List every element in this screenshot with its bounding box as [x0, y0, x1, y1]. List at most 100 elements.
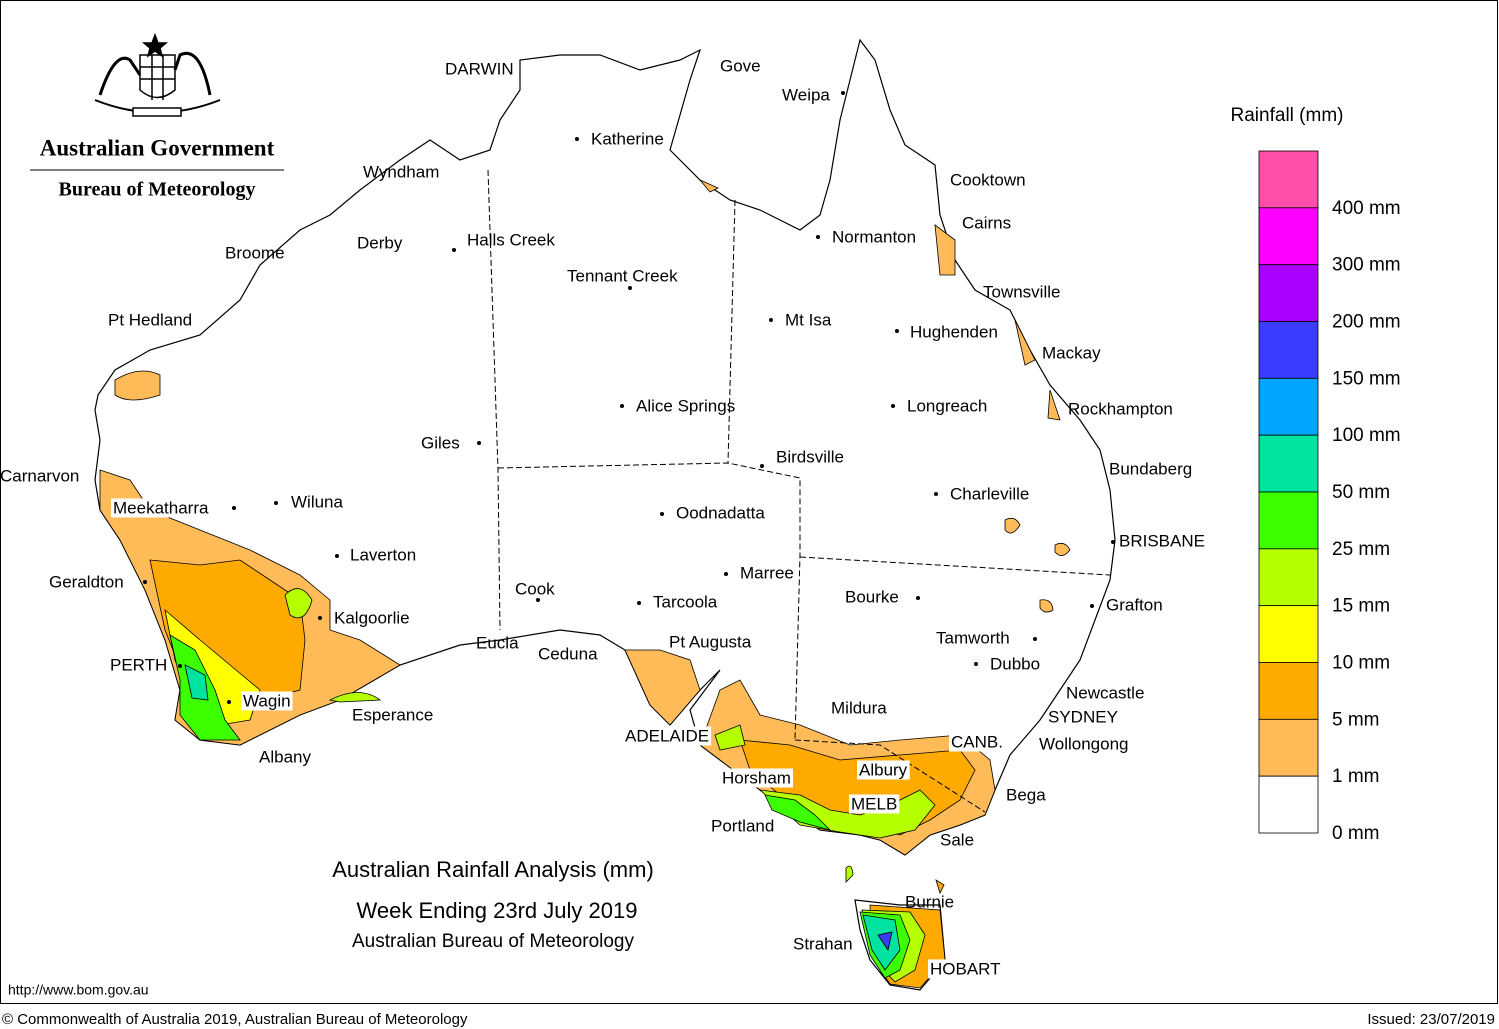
place-label: BRISBANE	[1119, 531, 1205, 550]
label-backing	[623, 726, 712, 746]
place-label: Wiluna	[291, 492, 344, 511]
legend: 400 mm 300 mm 200 mm 150 mm 100 mm 50 mm 25 mm…	[1258, 150, 1401, 844]
place-label: Cook	[515, 579, 555, 598]
map-subtitle: Week Ending 23rd July 2019	[357, 898, 638, 923]
state-borders	[487, 169, 1111, 813]
legend-title: Rainfall (mm)	[1231, 105, 1344, 126]
place-label: Tennant Creek	[567, 266, 678, 285]
place-label: Burnie	[905, 892, 954, 911]
legend-swatch	[1258, 321, 1319, 379]
place-label: Marree	[740, 563, 794, 582]
place-label: Mackay	[1042, 343, 1101, 362]
place-label: Cooktown	[950, 170, 1026, 189]
legend-label: 25 mm	[1332, 539, 1390, 560]
place-dot	[724, 572, 728, 576]
place-dot	[477, 441, 481, 445]
legend-swatch	[1258, 377, 1319, 436]
place-label: Derby	[357, 233, 403, 252]
legend-swatch	[1258, 605, 1319, 663]
place-label: Townsville	[983, 282, 1060, 301]
place-label: Horsham	[722, 768, 791, 787]
place-label: Mildura	[831, 698, 887, 717]
place-label: CANB.	[951, 732, 1003, 751]
legend-swatch	[1258, 548, 1319, 607]
place-label: Tamworth	[936, 628, 1010, 647]
url: http://www.bom.gov.au	[8, 982, 149, 998]
label-backing	[720, 768, 793, 788]
place-dot	[974, 662, 978, 666]
place-label: PERTH	[110, 655, 167, 674]
place-label: Wollongong	[1039, 734, 1128, 753]
legend-swatch	[1258, 264, 1319, 322]
place-dot	[841, 91, 845, 95]
place-label: Esperance	[352, 705, 433, 724]
legend-label: 100 mm	[1332, 425, 1401, 446]
legend-swatch	[1258, 491, 1319, 550]
place-label: Pt Augusta	[669, 632, 752, 651]
legend-swatch	[1258, 150, 1319, 209]
place-dot	[637, 601, 641, 605]
place-dot	[274, 501, 278, 505]
place-label: Mt Isa	[785, 310, 832, 329]
legend-swatch	[1258, 662, 1319, 720]
legend-label: 1 mm	[1332, 766, 1380, 787]
place-dot	[891, 404, 895, 408]
label-backing	[928, 959, 1003, 979]
map-title: Australian Rainfall Analysis (mm)	[332, 857, 654, 882]
map-source: Australian Bureau of Meteorology	[352, 931, 634, 952]
legend-label: 15 mm	[1332, 596, 1390, 617]
place-label: Pt Hedland	[108, 310, 192, 329]
tasmania-shading	[845, 865, 946, 989]
place-label: Bourke	[845, 587, 899, 606]
place-label: Carnarvon	[0, 466, 79, 485]
legend-label: 200 mm	[1332, 312, 1401, 333]
place-dot	[769, 318, 773, 322]
government-name: Australian Government	[40, 135, 275, 160]
place-label: Hughenden	[910, 322, 998, 341]
place-label: DARWIN	[445, 59, 514, 78]
legend-swatch	[1258, 207, 1319, 266]
place-label: Wyndham	[363, 162, 439, 181]
place-dot	[628, 286, 632, 290]
place-label: Strahan	[793, 934, 853, 953]
place-label: Wagin	[243, 691, 291, 710]
crest	[94, 32, 221, 117]
place-dot	[760, 464, 764, 468]
place-label: Sale	[940, 830, 974, 849]
place-label: Giles	[421, 433, 460, 452]
place-dot	[895, 329, 899, 333]
place-dot	[934, 492, 938, 496]
place-dot	[660, 512, 664, 516]
label-backing	[949, 732, 1005, 752]
place-label: MELB	[851, 794, 897, 813]
place-label: Bundaberg	[1109, 459, 1192, 478]
place-label: Birdsville	[776, 447, 844, 466]
legend-label: 0 mm	[1332, 823, 1380, 844]
place-dot	[1111, 540, 1115, 544]
legend-swatch	[1258, 718, 1319, 777]
bureau-name: Bureau of Meteorology	[58, 179, 255, 201]
legend-swatch	[1258, 434, 1319, 493]
place-label: HOBART	[930, 959, 1001, 978]
place-dot	[335, 554, 339, 558]
place-label: Rockhampton	[1068, 399, 1173, 418]
label-backing	[849, 794, 900, 814]
place-dot	[452, 248, 456, 252]
place-dot	[575, 137, 579, 141]
legend-label: 5 mm	[1332, 709, 1380, 730]
place-dot	[916, 596, 920, 600]
place-label: Tarcoola	[653, 592, 718, 611]
legend-label: 10 mm	[1332, 653, 1390, 674]
place-labels: DARWIN Gove Weipa Katherine Cooktown Wyndham C…	[0, 56, 1205, 979]
place-label: Geraldton	[49, 572, 124, 591]
legend-swatch	[1258, 775, 1319, 834]
place-label: Albany	[259, 747, 311, 766]
label-backing	[241, 691, 293, 711]
place-label: Halls Creek	[467, 230, 555, 249]
place-label: Kalgoorlie	[334, 608, 410, 627]
place-label: Charleville	[950, 484, 1029, 503]
place-label: Oodnadatta	[676, 503, 765, 522]
place-dot	[178, 664, 182, 668]
place-label: Meekatharra	[113, 498, 209, 517]
